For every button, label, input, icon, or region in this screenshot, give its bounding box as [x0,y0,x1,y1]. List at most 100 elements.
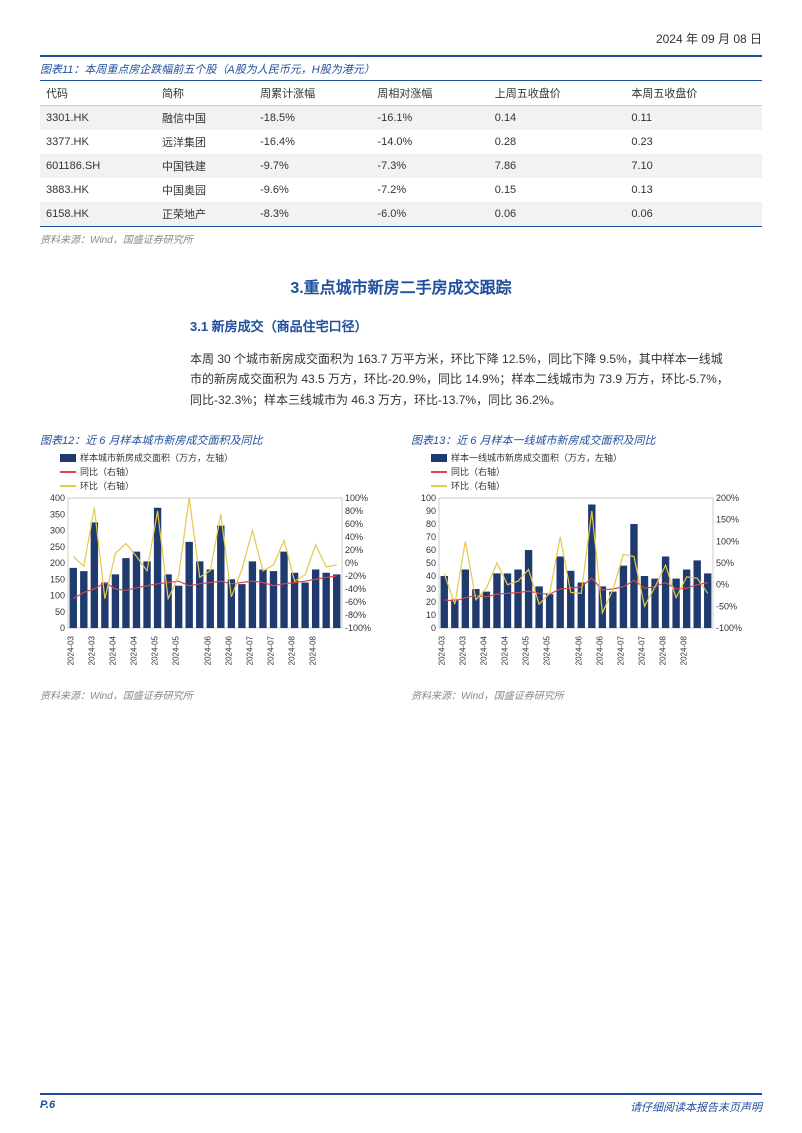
legend-label: 样本一线城市新房成交面积（万方，左轴） [451,451,622,464]
table-row: 3377.HK远洋集团-16.4%-14.0%0.280.23 [40,130,762,154]
svg-text:2024-03: 2024-03 [458,636,467,666]
chart12-source: 资料来源：Wind，国盛证券研究所 [40,687,391,702]
table-cell: 0.06 [489,202,626,227]
table11-source: 资料来源：Wind，国盛证券研究所 [40,231,762,246]
svg-text:400: 400 [50,493,65,503]
legend-label: 同比（右轴） [451,465,505,478]
svg-text:2024-07: 2024-07 [267,636,276,666]
table-cell: 0.15 [489,178,626,202]
page-footer: P.6 请仔细阅读本报告末页声明 [40,1093,762,1115]
chart13-svg: 0102030405060708090100200%150%100%50%0%-… [411,493,751,683]
svg-text:2024-03: 2024-03 [437,636,446,666]
page: 2024 年 09 月 08 日 图表11：本周重点房企跌幅前五个股（A股为人民… [0,0,802,702]
svg-text:80: 80 [426,519,436,529]
svg-text:2024-04: 2024-04 [130,636,139,666]
table-cell: 3883.HK [40,178,156,202]
table-cell: -9.7% [254,154,371,178]
svg-text:2024-07: 2024-07 [638,636,647,666]
svg-text:2024-05: 2024-05 [543,636,552,666]
svg-text:2024-08: 2024-08 [309,636,318,666]
svg-text:2024-03: 2024-03 [66,636,75,666]
chart12-box: 图表12：近 6 月样本城市新房成交面积及同比 样本城市新房成交面积（万方，左轴… [40,428,391,702]
table-cell: -8.3% [254,202,371,227]
svg-text:2024-07: 2024-07 [616,636,625,666]
svg-text:0%: 0% [716,580,729,590]
table11: 代码简称周累计涨幅周相对涨幅上周五收盘价本周五收盘价 3301.HK融信中国-1… [40,80,762,227]
svg-text:0: 0 [431,623,436,633]
section31-title: 3.1 新房成交（商品住宅口径） [190,316,762,335]
chart12-caption: 图表12：近 6 月样本城市新房成交面积及同比 [40,432,391,448]
table-row: 6158.HK正荣地产-8.3%-6.0%0.060.06 [40,202,762,227]
table-cell: 0.28 [489,130,626,154]
svg-text:40: 40 [426,571,436,581]
table-cell: 0.13 [625,178,762,202]
table11-caption: 图表11：本周重点房企跌幅前五个股（A股为人民币元，H股为港元） [40,61,762,77]
table-cell: -16.1% [371,106,488,131]
table-cell: 中国奥园 [156,178,254,202]
svg-text:60%: 60% [345,519,363,529]
bar-swatch-icon [60,454,76,462]
table-header: 周累计涨幅 [254,81,371,106]
svg-text:2024-05: 2024-05 [151,636,160,666]
chart13-caption: 图表13：近 6 月样本一线城市新房成交面积及同比 [411,432,762,448]
table-cell: 0.06 [625,202,762,227]
table-cell: 7.10 [625,154,762,178]
table-cell: -14.0% [371,130,488,154]
svg-text:2024-04: 2024-04 [108,636,117,666]
charts-row: 图表12：近 6 月样本城市新房成交面积及同比 样本城市新房成交面积（万方，左轴… [40,428,762,702]
page-number: P.6 [40,1099,55,1115]
svg-text:-60%: -60% [345,597,366,607]
table-cell: -16.4% [254,130,371,154]
svg-text:-20%: -20% [345,571,366,581]
table-cell: 远洋集团 [156,130,254,154]
svg-text:150: 150 [50,574,65,584]
table-cell: 0.23 [625,130,762,154]
svg-text:2024-04: 2024-04 [501,636,510,666]
table-cell: -7.2% [371,178,488,202]
svg-text:0: 0 [60,623,65,633]
legend-label: 同比（右轴） [80,465,134,478]
svg-text:200%: 200% [716,493,739,503]
header-rule [40,55,762,57]
footer-disclaimer: 请仔细阅读本报告末页声明 [630,1099,762,1115]
table-cell: -9.6% [254,178,371,202]
line-swatch-icon [60,485,76,487]
table-cell: 0.14 [489,106,626,131]
svg-text:350: 350 [50,509,65,519]
svg-text:100%: 100% [345,493,368,503]
line-swatch-icon [431,471,447,473]
svg-text:300: 300 [50,526,65,536]
table-cell: 6158.HK [40,202,156,227]
svg-text:100: 100 [421,493,436,503]
svg-text:2024-08: 2024-08 [659,636,668,666]
table-header: 周相对涨幅 [371,81,488,106]
svg-text:90: 90 [426,506,436,516]
chart12-svg: 050100150200250300350400100%80%60%40%20%… [40,493,380,683]
svg-text:2024-03: 2024-03 [87,636,96,666]
svg-text:-50%: -50% [716,602,737,612]
table-cell: -6.0% [371,202,488,227]
svg-text:250: 250 [50,542,65,552]
svg-text:2024-08: 2024-08 [680,636,689,666]
legend-label: 环比（右轴） [80,479,134,492]
chart13-source: 资料来源：Wind，国盛证券研究所 [411,687,762,702]
table-row: 3883.HK中国奥园-9.6%-7.2%0.150.13 [40,178,762,202]
bar-swatch-icon [431,454,447,462]
svg-text:50: 50 [426,558,436,568]
svg-text:100: 100 [50,591,65,601]
svg-text:-100%: -100% [345,623,371,633]
svg-text:60: 60 [426,545,436,555]
svg-text:100%: 100% [716,537,739,547]
svg-text:50%: 50% [716,558,734,568]
table-cell: 融信中国 [156,106,254,131]
table-cell: 正荣地产 [156,202,254,227]
svg-text:30: 30 [426,584,436,594]
table-header: 简称 [156,81,254,106]
svg-text:2024-07: 2024-07 [245,636,254,666]
table-cell: 中国铁建 [156,154,254,178]
table-header: 代码 [40,81,156,106]
svg-text:2024-05: 2024-05 [522,636,531,666]
svg-text:2024-08: 2024-08 [288,636,297,666]
svg-text:-80%: -80% [345,610,366,620]
table-cell: 7.86 [489,154,626,178]
